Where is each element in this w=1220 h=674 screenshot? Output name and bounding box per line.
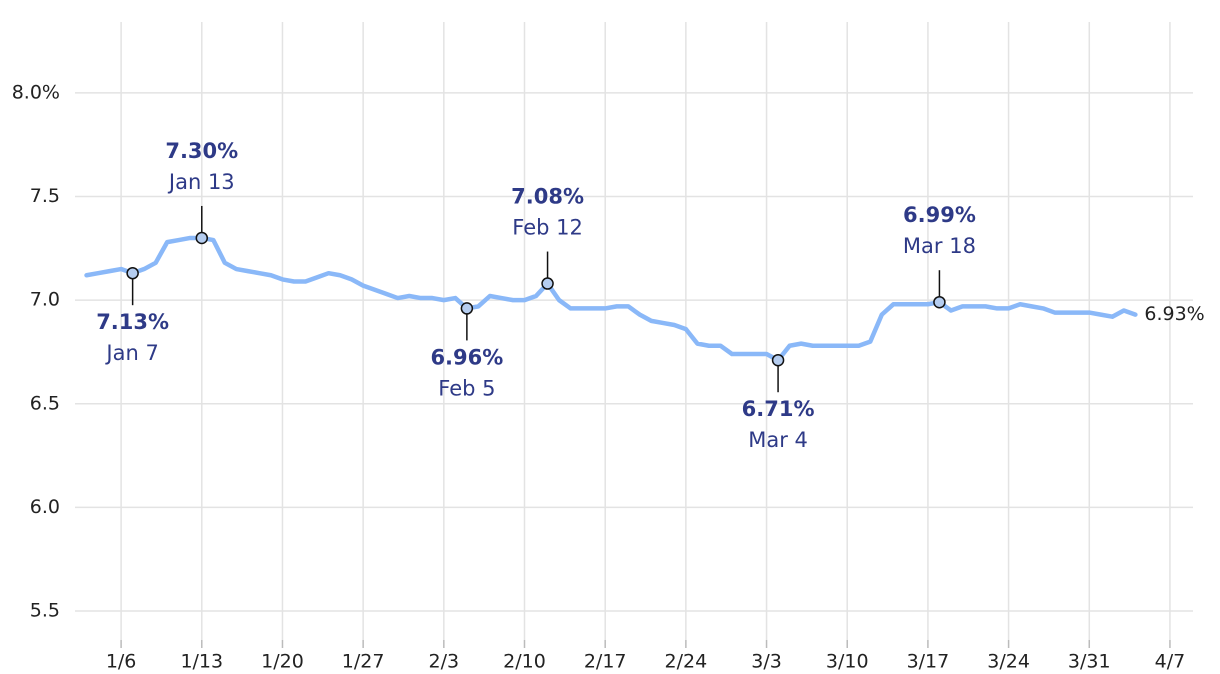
line (84, 235, 1138, 363)
x-tick-label: 3/31 (1068, 651, 1111, 673)
x-tick-label: 3/24 (987, 651, 1030, 673)
annotation-date: Feb 5 (438, 376, 495, 400)
y-tick-label: 6.5 (30, 392, 60, 414)
annotation-date: Jan 13 (167, 170, 235, 194)
x-tick-label: 1/6 (106, 651, 137, 673)
annotation-value: 6.99% (903, 203, 976, 227)
annotation-date: Mar 18 (903, 234, 976, 258)
x-tick-label: 2/10 (503, 651, 546, 673)
y-tick-label: 7.0 (30, 289, 60, 311)
annotation-marker (195, 231, 209, 245)
x-tick-label: 3/3 (751, 651, 782, 673)
annotation-marker (460, 302, 474, 315)
x-tick-label: 1/20 (261, 651, 304, 673)
annotation-value: 6.71% (742, 397, 815, 421)
x-tick-label: 1/13 (180, 651, 223, 673)
y-tick-label: 7.5 (30, 185, 60, 207)
annotation-marker (933, 295, 946, 309)
annotation-date: Jan 7 (104, 341, 158, 365)
x-tick-label: 1/27 (342, 651, 385, 673)
annotation-marker (771, 353, 785, 367)
x-tick-label: 3/17 (907, 651, 950, 673)
annotation-date: Feb 12 (512, 216, 583, 240)
x-tick-label: 2/17 (584, 651, 627, 673)
x-tick-label: 3/10 (826, 651, 869, 673)
y-tick-label: 5.5 (30, 599, 60, 621)
y-tick-label: 8.0% (12, 81, 60, 103)
annotation-marker (126, 266, 139, 280)
end-label: 6.93% (1144, 303, 1204, 325)
annotation-value: 7.13% (96, 310, 169, 334)
annotation-marker (541, 277, 554, 290)
x-tick-label: 2/3 (429, 651, 460, 673)
annotation-date: Mar 4 (748, 428, 808, 452)
annotation-value: 6.96% (430, 345, 503, 369)
annotation-value: 7.30% (165, 139, 238, 163)
x-tick-label: 4/7 (1155, 651, 1186, 673)
y-tick-label: 6.0 (30, 496, 60, 518)
annotation-value: 7.08% (511, 185, 584, 209)
x-tick-label: 2/24 (665, 651, 708, 673)
